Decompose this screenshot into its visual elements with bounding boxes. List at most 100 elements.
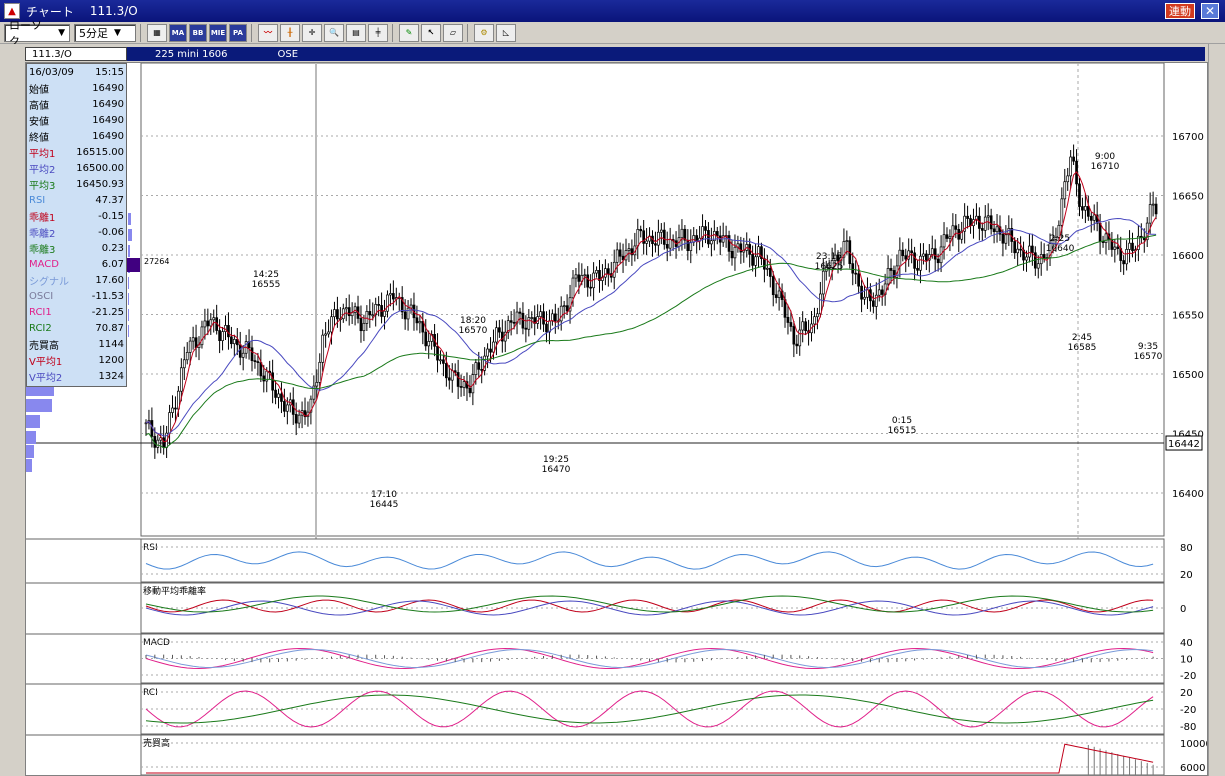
print-icon[interactable]: ▤ — [346, 23, 366, 42]
candle-body — [922, 253, 925, 257]
candle-body — [621, 255, 625, 261]
toolbar-separator — [392, 23, 393, 42]
candle-body — [489, 348, 492, 353]
panel-row-value: 16500.00 — [76, 162, 124, 174]
deviation-title: 移動平均乖離率 — [143, 585, 206, 597]
grid-icon[interactable]: ▦ — [147, 23, 167, 42]
panel-row-value: -0.06 — [98, 226, 124, 238]
line-chart-icon[interactable]: 〰 — [258, 23, 278, 42]
panel-row-label: MACD — [29, 258, 59, 270]
chart-type-dropdown[interactable]: ローソク ▼ — [4, 19, 70, 48]
candle-body — [715, 231, 719, 237]
chart-app-icon: ▲ — [4, 3, 20, 19]
panel-row: OSCI -11.53 — [27, 288, 126, 304]
candle-body — [227, 325, 230, 338]
panel-row-label: 乖離3 — [29, 244, 56, 256]
symbol-code[interactable]: 111.3/O — [25, 47, 127, 61]
interval-dropdown[interactable]: 5分足 ▼ — [74, 23, 136, 42]
close-icon[interactable]: ✕ — [1201, 3, 1219, 19]
candle-body — [551, 313, 554, 322]
current-price-box — [1165, 435, 1203, 451]
candle-body — [294, 414, 298, 424]
candle-body — [751, 254, 754, 266]
panel-row: 平均1 16515.00 — [27, 144, 126, 160]
candle-body — [598, 270, 601, 281]
bar-icon[interactable]: ╪ — [368, 23, 388, 42]
bb-button[interactable]: BB — [189, 23, 207, 42]
panel-row: 乖離3 0.23 — [27, 240, 126, 256]
pen-icon[interactable]: ✎ — [399, 23, 419, 42]
candle-body — [630, 248, 634, 256]
annotation-price: 16570 — [459, 326, 488, 336]
chart-canvas[interactable]: 16700 16650 16600 16550 16500 16450 16400 16442… — [26, 63, 1207, 775]
candle-body — [1098, 222, 1102, 242]
panel-row: RCI2 70.87 — [27, 320, 126, 336]
candle-body — [565, 305, 569, 312]
candle-body — [194, 337, 198, 348]
candle-body — [418, 321, 422, 324]
cursor-icon[interactable]: ↖ — [421, 23, 441, 42]
panel-row-value: -11.53 — [91, 290, 124, 302]
candle-body — [930, 248, 934, 255]
candle-body — [795, 343, 799, 347]
rsi-tick-label: 20 — [1180, 570, 1193, 581]
candle-body — [872, 300, 875, 307]
volume-tick-label: 6000 — [1180, 763, 1205, 774]
candle-body — [1036, 263, 1040, 269]
ma-button[interactable]: MA — [169, 23, 187, 42]
pa-button[interactable]: PA — [229, 23, 247, 42]
rsi-frame — [140, 538, 1165, 583]
candle-body — [1137, 235, 1140, 250]
zoom-icon[interactable]: 🔍 — [324, 23, 344, 42]
panel-row: MACD 6.07 — [27, 256, 126, 272]
volume-profile-bar — [26, 459, 32, 472]
rci-tick-label: 20 — [1180, 688, 1193, 699]
draw-icon[interactable]: ◺ — [496, 23, 516, 42]
candle-body — [827, 267, 831, 269]
crosshair-icon[interactable]: ✛ — [302, 23, 322, 42]
annotation-price: 16570 — [1134, 352, 1163, 362]
candle-body — [1089, 215, 1093, 221]
candle-body — [303, 410, 307, 418]
candle-body — [403, 311, 407, 320]
candle-body — [427, 341, 431, 347]
rci2-line — [145, 694, 1154, 724]
deviation2-line — [145, 600, 1154, 616]
candle-body — [327, 331, 330, 335]
candle-body — [792, 326, 796, 345]
panel-row: 平均3 16450.93 — [27, 176, 126, 192]
candle-body — [668, 239, 672, 249]
annotation-time: 18:20 — [460, 316, 486, 326]
settings-icon[interactable]: ⚙ — [474, 23, 494, 42]
panel-row: 平均2 16500.00 — [27, 160, 126, 176]
candle-body — [415, 317, 419, 324]
panel-row-label: 売買高 — [29, 340, 59, 352]
main-price-chart[interactable]: 16700 16650 16600 16550 16500 16450 16400 16442… — [26, 63, 1204, 775]
panel-row-label: 乖離2 — [29, 228, 56, 240]
candle-body — [586, 274, 590, 288]
rsi-line — [145, 551, 1154, 570]
eraser-icon[interactable]: ▱ — [443, 23, 463, 42]
y-tick-label: 16450 — [1172, 430, 1204, 441]
candle-body — [480, 369, 484, 371]
candle-body — [483, 355, 486, 371]
panel-row: シグナル 17.60 — [27, 272, 126, 288]
candle-body — [179, 367, 183, 392]
vertical-scrollbar[interactable] — [1208, 44, 1225, 776]
candle-body — [863, 296, 866, 300]
candle-body — [253, 360, 257, 362]
candle-body — [768, 267, 772, 277]
candle-body — [571, 277, 575, 299]
panel-row-label: 乖離1 — [29, 212, 56, 224]
candle-body — [218, 330, 221, 341]
candle-body — [477, 362, 481, 370]
link-button[interactable]: 連動 — [1165, 3, 1195, 19]
annotation-time: 14:25 — [253, 270, 279, 280]
mie-button[interactable]: MIE — [209, 23, 227, 42]
candle-body — [238, 344, 242, 358]
candle-body — [530, 317, 534, 319]
candle-body — [980, 228, 984, 231]
candle-body — [1081, 206, 1084, 211]
candle-icon[interactable]: ╂ — [280, 23, 300, 42]
panel-row-label: シグナル — [29, 276, 69, 288]
